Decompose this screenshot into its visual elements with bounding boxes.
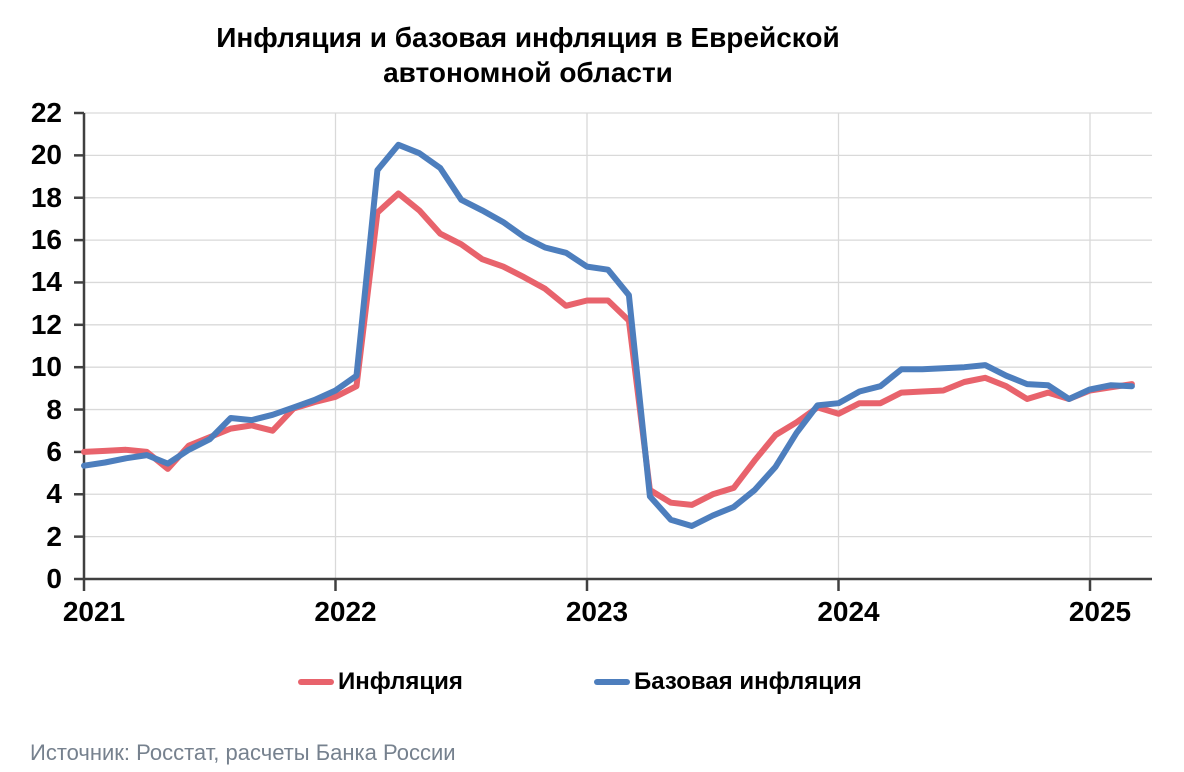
y-axis-label-10: 10 (30, 351, 62, 383)
core-inflation-legend-label: Базовая инфляция (634, 668, 862, 695)
core-inflation-line (81, 141, 1135, 529)
y-axis-label-20: 20 (30, 139, 62, 171)
y-axis-label-0: 0 (46, 563, 62, 594)
x-axis-label-2021: 2021 (62, 596, 126, 627)
inflation-line (81, 190, 1135, 508)
y-axis-label-2: 2 (46, 520, 62, 552)
inflation-legend-label: Инфляция (338, 668, 463, 695)
y-axis-label-12: 12 (30, 308, 62, 340)
y-axis-label-6: 6 (46, 435, 62, 467)
legend-item-inflation: Инфляция (298, 666, 463, 698)
y-axis-label-16: 16 (30, 224, 62, 256)
y-axis-label-4: 4 (46, 478, 62, 510)
core-inflation-legend-swatch (594, 679, 630, 685)
x-axis-label-2025: 2025 (1068, 596, 1132, 627)
legend-item-core-inflation: Базовая инфляция (594, 666, 862, 698)
y-axis-label-8: 8 (46, 393, 62, 425)
x-axis-label-2022: 2022 (314, 596, 377, 627)
x-axis-label-2024: 2024 (817, 596, 880, 627)
y-axis-label-22: 22 (30, 97, 62, 128)
y-axis-label-18: 18 (30, 181, 62, 213)
legend: Инфляция Базовая инфляция (0, 666, 1184, 698)
chart-title-line1: Инфляция и базовая инфляция в Еврейской (216, 22, 840, 53)
chart-title-line2: автономной области (383, 57, 673, 88)
source-note: Источник: Росстат, расчеты Банка России (30, 740, 456, 765)
inflation-legend-swatch (298, 679, 334, 685)
y-axis-label-14: 14 (30, 266, 62, 298)
chart-title: Инфляция и базовая инфляция в Еврейской … (28, 20, 1028, 90)
x-axis-label-2023: 2023 (565, 596, 629, 627)
